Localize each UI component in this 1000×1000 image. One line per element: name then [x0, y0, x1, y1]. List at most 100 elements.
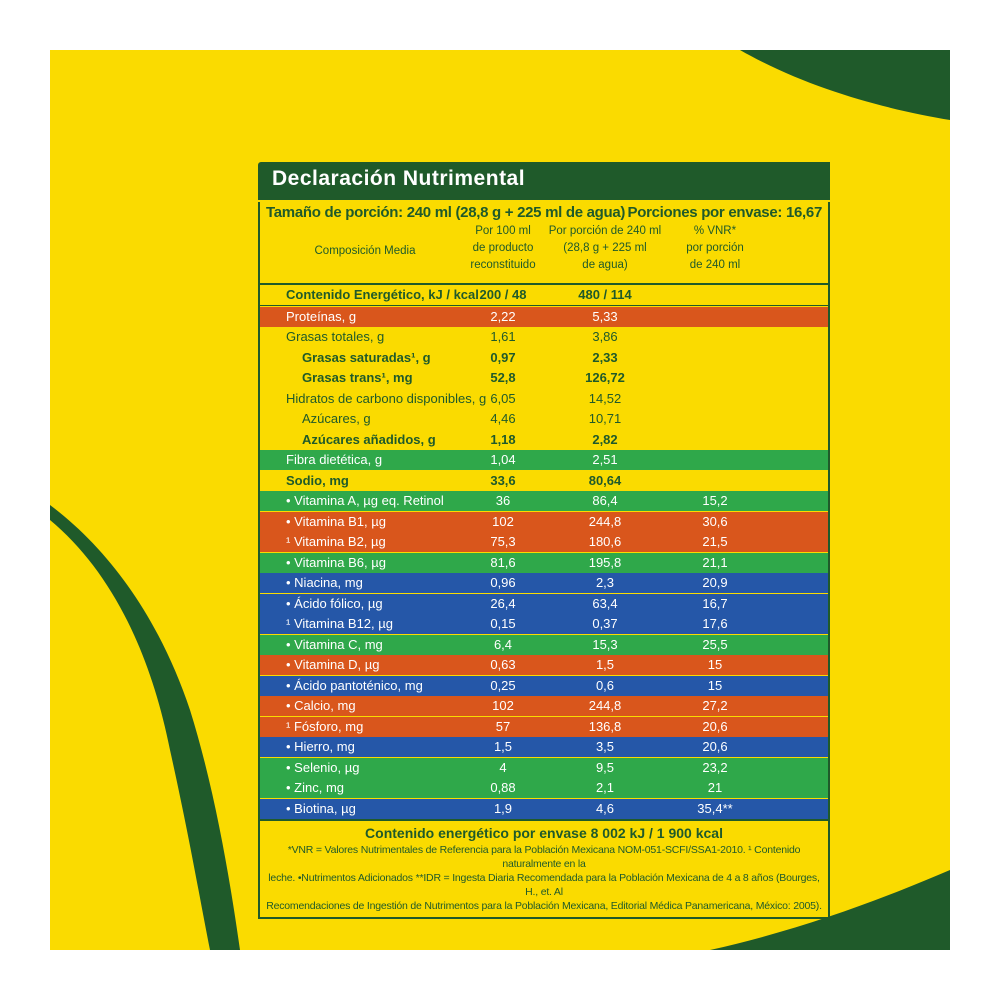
value-vnr: 25,5	[702, 636, 728, 652]
name: • Biotina, µg	[286, 800, 356, 816]
portion-count: Porciones por envase: 16,67	[627, 204, 823, 221]
value-perportion: 1,5	[595, 657, 615, 672]
header-composition: Composición Media	[314, 245, 416, 257]
table-row: • Vitamina C, mg 6,4 15,3 25,5	[260, 634, 828, 655]
footnotes: *VNR = Valores Nutrimentales de Referenc…	[260, 843, 828, 917]
table-row: Grasas totales, g 1,61 3,86	[260, 327, 828, 347]
name: Proteínas, g	[286, 308, 357, 324]
name: • Ácido fólico, µg	[286, 595, 383, 611]
value-per100: 1,18	[490, 431, 516, 447]
name: ¹ Vitamina B12, µg	[286, 616, 393, 631]
value-per100: 33,6	[490, 472, 516, 488]
name: ¹ Fósforo, mg	[286, 718, 364, 734]
value-per100: 0,96	[490, 575, 516, 590]
value-vnr: 21,1	[702, 554, 728, 570]
value-perportion: 2,82	[592, 431, 618, 447]
value-vnr: 20,6	[702, 718, 728, 734]
value-per100: 36	[495, 493, 511, 508]
title-bar: Declaración Nutrimental	[258, 162, 830, 200]
value-per100: 0,63	[490, 657, 516, 672]
value-per100: 2,22	[490, 308, 516, 324]
name: Azúcares, g	[302, 411, 371, 426]
value-perportion: 244,8	[588, 513, 622, 529]
value-perportion: 2,1	[595, 780, 615, 795]
name: • Calcio, mg	[286, 698, 356, 713]
value-per100: 6,4	[493, 636, 513, 652]
table-row: ¹ Vitamina B12, µg 0,15 0,37 17,6	[260, 614, 828, 634]
value-perportion: 80,64	[588, 472, 622, 488]
value-vnr: 15	[707, 657, 723, 672]
value-perportion: 136,8	[588, 718, 622, 734]
table-row: • Ácido fólico, µg 26,4 63,4 16,7	[260, 593, 828, 614]
table-row: Hidratos de carbono disponibles, g 6,05 14…	[260, 388, 828, 409]
header-perportion: Por porción de 240 ml (28,8 g + 225 ml d…	[548, 225, 662, 271]
value-perportion: 63,4	[592, 595, 618, 611]
footnote-line: Recomendaciones de Ingestión de Nutrimen…	[266, 899, 822, 912]
name: Fibra dietética, g	[286, 452, 383, 467]
table-row: • Biotina, µg 1,9 4,6 35,4**	[260, 798, 828, 819]
green-curve-decoration	[50, 50, 950, 950]
name: Contenido Energético, kJ / kcal	[286, 287, 479, 302]
value-vnr: 21,5	[702, 534, 728, 549]
name: • Zinc, mg	[286, 780, 345, 795]
value-vnr: 23,2	[702, 759, 728, 775]
name: • Vitamina B6, µg	[286, 554, 386, 570]
nutrient-rows: Contenido Energético, kJ / kcal 200 / 48 4…	[260, 285, 828, 819]
value-perportion: 2,33	[592, 349, 618, 365]
value-perportion: 480 / 114	[578, 287, 632, 302]
name: • Hierro, mg	[286, 739, 355, 754]
value-perportion: 195,8	[588, 554, 622, 570]
name: • Ácido pantoténico, mg	[286, 677, 423, 693]
table-row: Fibra dietética, g 1,04 2,51	[260, 450, 828, 470]
value-per100: 75,3	[490, 534, 516, 549]
table-row: Sodio, mg 33,6 80,64	[260, 470, 828, 491]
table-row: Proteínas, g 2,22 5,33	[260, 306, 828, 327]
value-per100: 102	[492, 513, 514, 529]
table-row: • Zinc, mg 0,88 2,1 21	[260, 778, 828, 798]
value-per100: 57	[495, 718, 511, 734]
name: Azúcares añadidos, g	[302, 431, 436, 447]
table-row: • Vitamina B1, µg 102 244,8 30,6	[260, 511, 828, 532]
value-perportion: 180,6	[588, 534, 622, 549]
footnote-line: leche. •Nutrimentos Adicionados **IDR = …	[268, 871, 820, 898]
value-perportion: 3,86	[592, 329, 618, 344]
value-vnr: 20,6	[702, 739, 728, 754]
value-per100: 26,4	[490, 595, 516, 611]
name: • Selenio, µg	[286, 759, 360, 775]
nutrition-table: Tamaño de porción: 240 ml (28,8 g + 225 …	[258, 202, 830, 919]
table-row: • Vitamina A, µg eq. Retinol 36 86,4 15,2	[260, 491, 828, 511]
footnote-line: *VNR = Valores Nutrimentales de Referenc…	[287, 843, 801, 870]
table-row: • Ácido pantoténico, mg 0,25 0,6 15	[260, 675, 828, 696]
value-perportion: 5,33	[592, 308, 618, 324]
value-perportion: 126,72	[585, 370, 625, 385]
table-row: ¹ Vitamina B2, µg 75,3 180,6 21,5	[260, 532, 828, 552]
value-perportion: 86,4	[592, 493, 618, 508]
value-per100: 1,9	[493, 800, 513, 816]
value-per100: 200 / 48	[479, 287, 527, 302]
table-row: • Calcio, mg 102 244,8 27,2	[260, 696, 828, 716]
portion-size: Tamaño de porción: 240 ml (28,8 g + 225 …	[266, 204, 626, 221]
name: Grasas trans¹, mg	[302, 370, 413, 385]
nutrition-label: Declaración Nutrimental Tamaño de porció…	[258, 162, 830, 919]
value-per100: 0,88	[490, 780, 516, 795]
table-row: Azúcares añadidos, g 1,18 2,82	[260, 429, 828, 450]
value-perportion: 2,3	[595, 575, 615, 590]
name: • Vitamina C, mg	[286, 636, 383, 652]
header-vnr: % VNR* por porción de 240 ml	[686, 225, 744, 271]
value-vnr: 30,6	[702, 513, 728, 529]
name: ¹ Vitamina B2, µg	[286, 534, 386, 549]
name: • Vitamina B1, µg	[286, 513, 386, 529]
table-row: Azúcares, g 4,46 10,71	[260, 409, 828, 429]
value-perportion: 0,37	[592, 616, 618, 631]
value-per100: 0,25	[490, 677, 516, 693]
value-perportion: 10,71	[588, 411, 622, 426]
column-headers: Composición Media Por 100 ml de producto…	[260, 221, 828, 285]
value-vnr: 17,6	[702, 616, 728, 631]
table-row: Grasas trans¹, mg 52,8 126,72	[260, 368, 828, 388]
value-perportion: 2,51	[592, 452, 618, 467]
total-energy: Contenido energético por envase 8 002 kJ…	[260, 818, 828, 843]
value-per100: 0,97	[490, 349, 516, 365]
value-perportion: 4,6	[595, 800, 615, 816]
value-per100: 81,6	[490, 554, 516, 570]
value-per100: 6,05	[490, 390, 516, 406]
